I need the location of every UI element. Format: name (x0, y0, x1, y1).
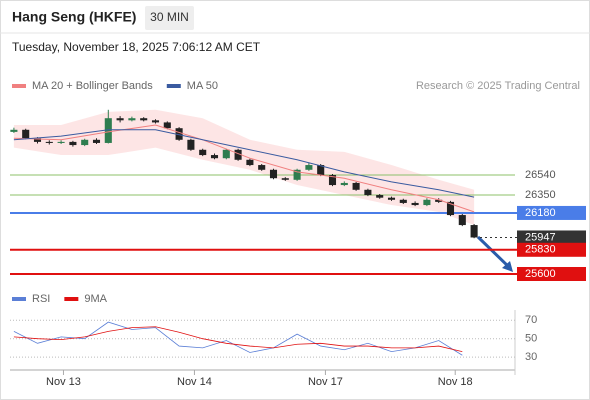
candle-body (328, 175, 337, 186)
level-box (517, 205, 586, 220)
legend-label: MA 50 (187, 80, 218, 92)
candle-body (446, 201, 455, 216)
candle-body (340, 182, 348, 186)
candle-body (470, 225, 478, 238)
legend-swatch (64, 297, 79, 301)
x-tick-label: Nov 18 (438, 376, 473, 388)
candle-body (140, 118, 148, 121)
candle-body (435, 199, 443, 202)
candle-body (175, 128, 183, 140)
forecast-arrow (476, 235, 512, 270)
candle-body (352, 182, 360, 190)
x-tick-label: Nov 13 (46, 376, 81, 388)
candle-body (81, 139, 89, 146)
candle-body (246, 159, 254, 166)
candle-body (222, 149, 230, 159)
level-label: 25947 (525, 231, 556, 243)
legend-swatch (12, 297, 26, 301)
level-label: 26540 (525, 169, 556, 181)
bollinger-band (13, 109, 475, 226)
level-label: 26350 (525, 189, 556, 201)
y-tick-label: 70 (525, 314, 537, 326)
interval: 30 MIN (150, 10, 189, 24)
legend-label: RSI (32, 293, 50, 305)
candle-body (163, 122, 171, 129)
ma-line (13, 129, 475, 198)
candle-body (92, 139, 101, 143)
level-label: 25600 (525, 268, 556, 280)
y-tick-label: 50 (525, 333, 537, 345)
candle-body (317, 165, 325, 176)
candle-body (387, 197, 396, 200)
candle-body (305, 165, 313, 170)
ma-line (13, 124, 475, 213)
candle-body (116, 118, 124, 121)
timestamp: Tuesday, November 18, 2025 7:06:12 AM CE… (12, 40, 261, 54)
candle-body (376, 195, 384, 198)
candle-body (411, 202, 419, 206)
candle-body (281, 178, 289, 180)
candle-body (364, 189, 372, 196)
candle-body (22, 129, 30, 139)
candle-body (45, 141, 53, 143)
rsi-line (13, 326, 463, 352)
candle-body (10, 129, 18, 132)
candle-body (57, 141, 65, 143)
candle-body (234, 149, 242, 160)
candle-body (258, 165, 266, 170)
arrow-head (502, 261, 513, 272)
interval-box (145, 6, 194, 30)
y-tick-label: 30 (525, 351, 537, 363)
x-tick-label: Nov 14 (177, 376, 212, 388)
legend-swatch (166, 84, 181, 88)
candle-body (423, 199, 431, 206)
title: Hang Seng (HKFE) (12, 9, 136, 25)
candle-body (458, 215, 466, 226)
candle-body (33, 138, 42, 142)
candle-body (399, 199, 407, 203)
legend-swatch (12, 84, 26, 88)
level-box (517, 242, 586, 257)
level-box (517, 267, 586, 281)
candle-body (69, 141, 77, 146)
candle-body (199, 149, 207, 156)
candle-body (269, 169, 278, 179)
candle-body (210, 155, 219, 159)
legend-label: MA 20 + Bollinger Bands (32, 80, 153, 92)
candle-body (104, 118, 112, 143)
level-label: 25830 (525, 244, 556, 256)
candle-body (128, 118, 136, 121)
candle-body (187, 139, 195, 150)
x-tick-label: Nov 17 (308, 376, 343, 388)
candle-body (293, 169, 301, 180)
candle-body (151, 120, 160, 123)
level-label: 26180 (525, 207, 556, 219)
legend-label: 9MA (84, 293, 107, 305)
level-box (517, 230, 586, 245)
credit: Research © 2025 Trading Central (416, 80, 580, 92)
